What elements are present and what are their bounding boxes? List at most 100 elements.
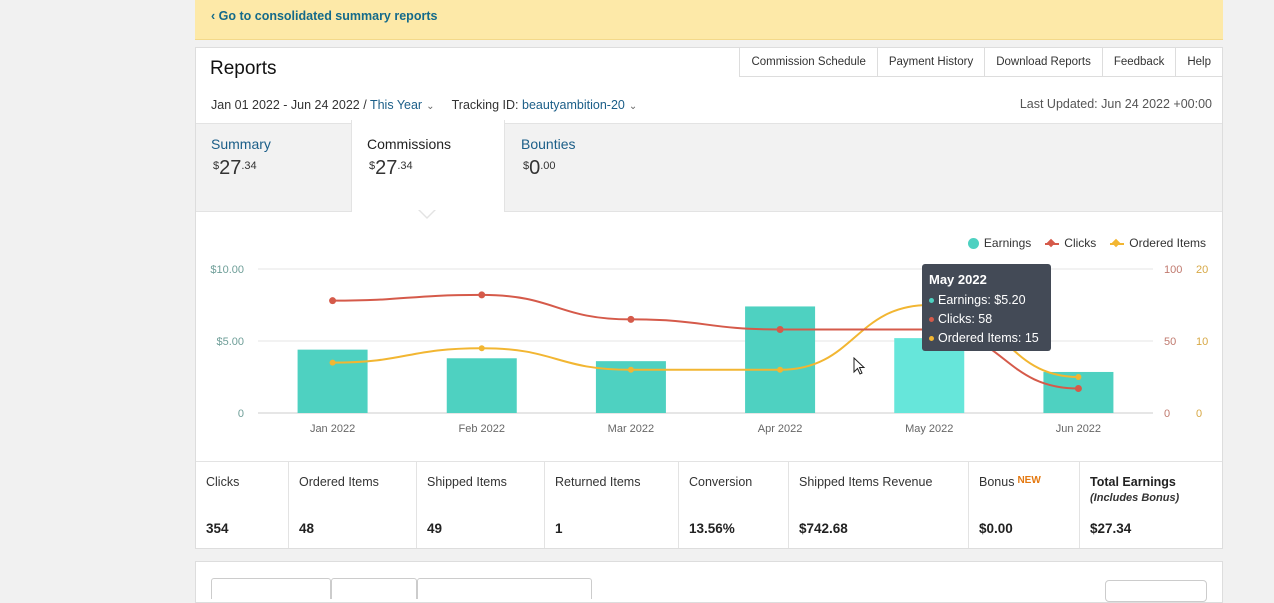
- currency-symbol: $: [369, 160, 376, 172]
- table-tab-1[interactable]: [211, 578, 331, 599]
- tooltip-earnings-text: Earnings: $5.20: [938, 293, 1026, 307]
- metrics-row: Clicks 354 Ordered Items 48 Shipped Item…: [196, 461, 1222, 548]
- tab-commissions-amount: $27.34: [369, 157, 413, 180]
- metric-value: 354: [206, 521, 229, 536]
- earnings-dot: [929, 297, 934, 303]
- y-right-ordered-tick: 10: [1196, 336, 1208, 348]
- earnings-legend-dot: [967, 237, 979, 249]
- metric-returned-items: Returned Items 1: [545, 462, 679, 548]
- chevron-down-icon: ⌄: [628, 101, 638, 112]
- date-preset-label: This Year: [369, 98, 423, 112]
- ordered-items-point: [627, 366, 634, 373]
- tracking-label: Tracking ID:: [451, 98, 519, 112]
- metric-value: 48: [299, 521, 315, 536]
- bonus-label: Bonus: [979, 475, 1015, 489]
- clicks-legend-marker: [1045, 238, 1060, 249]
- tab-commissions-label: Commissions: [367, 136, 452, 152]
- metric-shipped-items: Shipped Items 49: [417, 462, 545, 548]
- legend-ordered-items[interactable]: Ordered Items: [1110, 236, 1206, 250]
- tracking-id-value: beautyambition-20: [522, 98, 625, 112]
- metric-label: Bonus NEW: [979, 475, 1041, 489]
- amount-whole: 0: [529, 157, 541, 179]
- new-badge: NEW: [1017, 475, 1041, 486]
- metric-bonus: Bonus NEW $0.00: [969, 462, 1080, 548]
- earnings-bar: [446, 358, 517, 413]
- earnings-bar: [297, 349, 368, 413]
- metric-label: Shipped Items: [427, 475, 507, 489]
- consolidated-reports-link[interactable]: ‹ Go to consolidated summary reports: [211, 9, 438, 23]
- tab-summary[interactable]: Summary $27.34: [196, 124, 348, 210]
- report-filters: Jan 01 2022 - Jun 24 2022 / This Year ⌄ T…: [211, 98, 637, 112]
- ordered-items-point: [478, 345, 485, 352]
- amount-whole: 27: [219, 157, 242, 179]
- metric-value: $742.68: [799, 521, 848, 536]
- x-tick-label: Jun 2022: [1056, 423, 1101, 435]
- table-tab-2[interactable]: [331, 578, 417, 599]
- date-separator: /: [363, 98, 367, 112]
- chevron-down-icon: ⌄: [426, 101, 435, 112]
- clicks-point: [776, 325, 784, 333]
- date-range: Jan 01 2022 - Jun 24 2022: [211, 98, 360, 112]
- x-tick-label: Mar 2022: [608, 423, 654, 435]
- currency-symbol: $: [523, 160, 530, 172]
- amount-cents: .34: [241, 160, 257, 172]
- clicks-point: [478, 291, 486, 299]
- ordered-dot: [929, 335, 934, 341]
- help-button[interactable]: Help: [1176, 47, 1223, 77]
- tab-bounties[interactable]: Bounties $0.00: [506, 124, 658, 210]
- amount-cents: .34: [397, 160, 413, 172]
- earnings-tabs: Summary $27.34 Commissions $27.34 Bounti…: [196, 120, 1222, 212]
- metric-shipped-revenue: Shipped Items Revenue $742.68: [789, 462, 969, 548]
- earnings-bar: [745, 306, 816, 413]
- metric-value: 1: [555, 521, 563, 536]
- table-tab-3[interactable]: [417, 578, 592, 599]
- clicks-dot: [929, 316, 934, 322]
- clicks-point: [1074, 385, 1082, 393]
- table-action-button[interactable]: [1105, 580, 1207, 602]
- metric-label: Conversion: [689, 475, 753, 489]
- legend-earnings[interactable]: Earnings: [967, 236, 1032, 250]
- tooltip-earnings: Earnings: $5.20: [929, 293, 1026, 307]
- tooltip-title: May 2022: [929, 272, 987, 287]
- y-left-tick: 0: [238, 408, 244, 420]
- commission-schedule-button[interactable]: Commission Schedule: [739, 47, 878, 77]
- y-left-tick: $5.00: [216, 336, 244, 348]
- amount-cents: .00: [540, 160, 556, 172]
- ordered-legend-marker: [1110, 238, 1125, 249]
- download-reports-button[interactable]: Download Reports: [985, 47, 1103, 77]
- y-right-clicks-tick: 50: [1164, 336, 1176, 348]
- feedback-button[interactable]: Feedback: [1102, 47, 1177, 77]
- tab-summary-amount: $27.34: [213, 157, 257, 180]
- metric-label: Returned Items: [555, 475, 641, 489]
- tooltip-clicks-text: Clicks: 58: [938, 312, 993, 326]
- clicks-point: [329, 297, 337, 305]
- metric-value: $0.00: [979, 521, 1013, 536]
- top-nav: Commission Schedule Payment History Down…: [739, 47, 1223, 77]
- date-preset-dropdown[interactable]: This Year ⌄: [370, 98, 435, 112]
- metric-ordered-items: Ordered Items 48: [289, 462, 417, 548]
- metric-value: $27.34: [1090, 521, 1132, 536]
- x-tick-label: Jan 2022: [310, 423, 355, 435]
- y-right-clicks-tick: 100: [1164, 264, 1182, 276]
- tracking-id-dropdown[interactable]: beautyambition-20 ⌄: [522, 98, 637, 112]
- tab-commissions[interactable]: Commissions $27.34: [351, 120, 505, 212]
- clicks-point: [627, 315, 635, 323]
- tooltip-ordered: Ordered Items: 15: [929, 331, 1039, 345]
- page-title: Reports: [210, 58, 277, 79]
- tooltip-ordered-text: Ordered Items: 15: [938, 331, 1039, 345]
- legend-earnings-label: Earnings: [983, 236, 1032, 250]
- legend-clicks[interactable]: Clicks: [1045, 236, 1096, 250]
- ordered-items-point: [777, 366, 784, 373]
- tab-bounties-amount: $0.00: [523, 157, 556, 180]
- metric-total-earnings: Total Earnings (Includes Bonus) $27.34: [1080, 462, 1222, 548]
- legend-clicks-label: Clicks: [1064, 236, 1097, 250]
- metric-label: Ordered Items: [299, 475, 379, 489]
- metric-label: Shipped Items Revenue: [799, 475, 933, 489]
- reports-card: Reports Commission Schedule Payment Hist…: [195, 47, 1223, 549]
- payment-history-button[interactable]: Payment History: [877, 47, 986, 77]
- x-tick-label: Feb 2022: [459, 423, 505, 435]
- legend-ordered-label: Ordered Items: [1129, 236, 1206, 250]
- ordered-items-point: [1075, 374, 1082, 380]
- active-tab-pointer-fill: [419, 209, 435, 217]
- metric-label: Clicks: [206, 475, 240, 489]
